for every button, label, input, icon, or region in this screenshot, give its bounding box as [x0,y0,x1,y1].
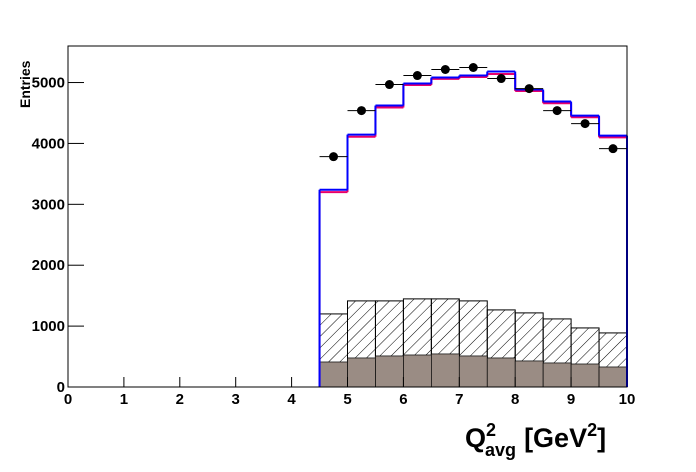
x-tick-label: 4 [287,391,296,408]
data-point [412,71,422,81]
x-tick-label: 6 [399,391,407,408]
filled-bin [598,366,628,388]
y-tick-label: 1000 [32,318,65,335]
y-tick-label: 3000 [32,196,65,213]
filled-bin [319,361,348,388]
filled-bin [542,362,572,388]
y-tick-label: 2000 [32,257,65,274]
data-point [552,106,562,116]
x-label-base: Q [465,423,486,453]
x-tick-label: 7 [455,391,463,408]
filled-bin [403,354,432,388]
x-axis-label: Q2 avg [GeV2] [465,420,606,460]
data-point [608,144,618,154]
data-point [356,106,366,116]
data-point [580,119,590,129]
y-tick-label: 4000 [32,135,65,152]
x-label-unit-sup: 2 [587,420,597,440]
x-tick-label: 8 [511,391,519,408]
y-axis-label: Entries [17,60,33,108]
x-tick-label: 3 [232,391,240,408]
filled-bin [570,363,600,388]
filled-bin [458,355,488,388]
x-label-unit: [GeV [524,423,587,453]
y-tick-label: 0 [57,379,65,396]
data-point [496,74,506,84]
data-point [384,80,394,90]
x-label-sub: avg [485,440,516,460]
filled-bin [375,355,404,388]
x-label-close: ] [597,423,606,453]
filled-bin [514,360,544,388]
x-tick-label: 9 [567,391,575,408]
filled-bin [347,357,376,388]
filled-bin [431,353,460,388]
y-tick-label: 5000 [32,75,65,92]
x-tick-label: 0 [64,391,72,408]
data-point [329,152,339,162]
x-tick-label: 1 [120,391,128,408]
filled-bin [486,357,516,388]
data-point [468,62,478,72]
data-point [440,65,450,75]
x-label-sup: 2 [486,420,496,440]
data-point [524,84,534,94]
x-tick-label: 2 [176,391,184,408]
x-tick-label: 10 [619,391,636,408]
x-tick-label: 5 [343,391,351,408]
